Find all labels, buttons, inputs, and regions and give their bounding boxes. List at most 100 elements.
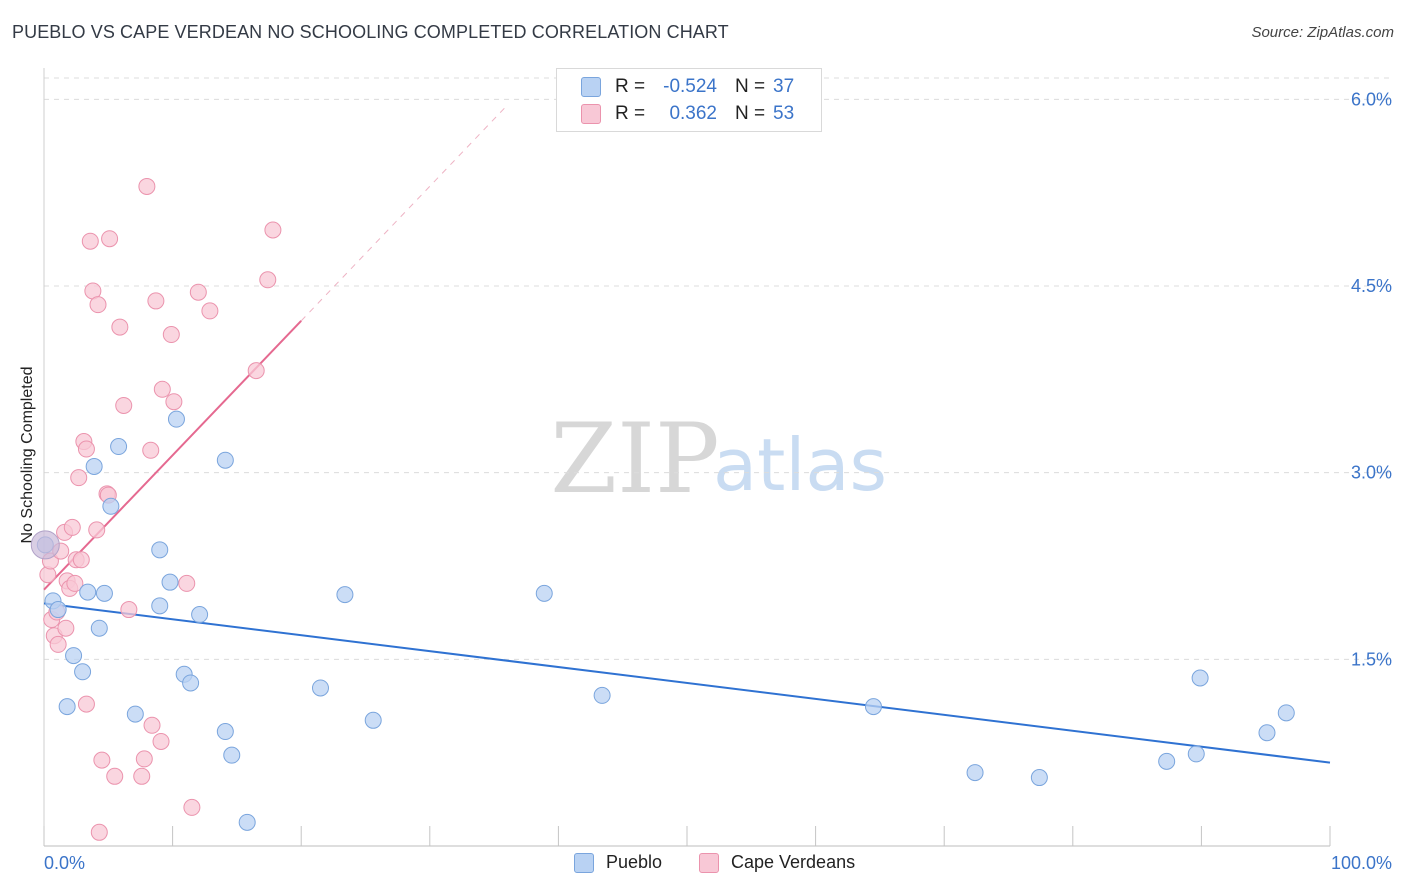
- legend-row-cape-verdeans: R = 0.362 N = 53: [581, 103, 794, 125]
- legend-row-pueblo: R = -0.524 N = 37: [581, 76, 794, 98]
- legend-swatch-pueblo: [581, 77, 601, 97]
- overlap-point: [30, 530, 60, 560]
- bottom-legend-swatch-cape-verdeans: [699, 852, 719, 873]
- legend-n-label: N =: [735, 76, 766, 97]
- pueblo-point: [1158, 752, 1176, 770]
- pueblo-point: [1258, 724, 1276, 742]
- pueblo-point: [49, 601, 67, 619]
- legend-r-value: -0.524: [663, 76, 717, 97]
- tick-labels: 1.5% 3.0% 4.5% 6.0% 0.0% 100.0%: [44, 89, 1392, 873]
- y-tick-label: 3.0%: [1351, 463, 1392, 483]
- stats-legend: R = -0.524 N = 37 R = 0.362 N = 53: [556, 68, 822, 132]
- y-tick-label: 4.5%: [1351, 276, 1392, 296]
- pueblo-point: [864, 698, 882, 716]
- cape-verdeans-point: [162, 326, 180, 344]
- legend-r-label: R =: [615, 103, 646, 124]
- pueblo-point: [74, 663, 92, 681]
- cape-verdeans-point: [66, 574, 84, 592]
- cape-verdeans-point: [153, 380, 171, 398]
- cape-verdeans-point: [115, 396, 133, 414]
- watermark: ZIP atlas: [550, 403, 887, 515]
- cape-verdeans-point: [133, 767, 151, 785]
- pueblo-point: [336, 586, 354, 604]
- grid: [44, 77, 1392, 660]
- cape-verdeans-point: [183, 798, 201, 816]
- y-tick-label: 1.5%: [1351, 649, 1392, 669]
- cape-verdeans-trend-extension: [300, 105, 508, 322]
- x-tick-label-min: 0.0%: [44, 853, 85, 873]
- cape-verdeans-point: [77, 695, 95, 713]
- bottom-legend-label: Cape Verdeans: [731, 852, 856, 872]
- cape-verdeans-point: [88, 521, 106, 539]
- cape-verdeans-point: [90, 823, 108, 841]
- cape-verdeans-point: [72, 551, 90, 569]
- cape-verdeans-point: [120, 601, 138, 619]
- cape-verdeans-point: [201, 302, 219, 320]
- bottom-legend-cape-verdeans: Cape Verdeans: [699, 852, 855, 873]
- cape-verdeans-point: [178, 574, 196, 592]
- cape-verdeans-point: [77, 440, 95, 458]
- pueblo-point: [79, 583, 97, 601]
- pueblo-point: [1030, 769, 1048, 787]
- x-tick-label-max: 100.0%: [1331, 853, 1392, 873]
- legend-n-value: 37: [773, 76, 795, 97]
- pueblo-point: [223, 746, 241, 764]
- pueblo-point: [364, 711, 382, 729]
- chart-title: PUEBLO VS CAPE VERDEAN NO SCHOOLING COMP…: [12, 22, 729, 42]
- axes: [43, 68, 1331, 847]
- cape-verdeans-point: [189, 283, 207, 301]
- pueblo-point: [167, 410, 185, 428]
- cape-verdeans-point: [49, 635, 67, 653]
- cape-verdeans-point: [259, 271, 277, 289]
- pueblo-point: [126, 705, 144, 723]
- cape-verdeans-point: [93, 751, 111, 769]
- pueblo-point: [90, 619, 108, 637]
- pueblo-point: [161, 573, 179, 591]
- pueblo-point: [151, 597, 169, 615]
- pueblo-point: [535, 584, 553, 602]
- cape-verdeans-point: [57, 619, 75, 637]
- cape-verdeans-point: [142, 441, 160, 459]
- pueblo-point: [95, 584, 113, 602]
- pueblo-point: [182, 674, 200, 692]
- pueblo-point: [1187, 745, 1205, 763]
- pueblo-point: [58, 698, 76, 716]
- pueblo-point: [102, 497, 120, 515]
- watermark-zip: ZIP: [550, 403, 719, 515]
- pueblo-point: [311, 679, 329, 697]
- cape-verdeans-point: [63, 518, 81, 536]
- legend-r-value: 0.362: [669, 103, 717, 124]
- source-label: Source: ZipAtlas.com: [1251, 24, 1394, 41]
- bottom-legend-swatch-pueblo: [574, 852, 594, 873]
- legend-swatch-cape-verdeans: [581, 104, 601, 124]
- pueblo-point: [85, 457, 103, 475]
- cape-verdeans-point: [138, 177, 156, 195]
- pueblo-point: [191, 606, 209, 624]
- cape-verdeans-point: [152, 732, 170, 750]
- legend-r-label: R =: [615, 76, 646, 97]
- cape-verdeans-point: [143, 716, 161, 734]
- cape-verdeans-point: [264, 221, 282, 239]
- pueblo-point: [65, 647, 83, 665]
- legend-n-label: N =: [735, 103, 766, 124]
- legend-n-value: 53: [773, 103, 795, 124]
- cape-verdeans-point: [106, 767, 124, 785]
- bottom-legend: Pueblo Cape Verdeans: [0, 852, 1406, 876]
- pueblo-point: [1191, 669, 1209, 687]
- pueblo-point: [110, 438, 128, 456]
- y-tick-label: 6.0%: [1351, 89, 1392, 109]
- pueblo-point: [238, 813, 256, 831]
- cape-verdeans-point: [135, 750, 153, 768]
- cape-verdeans-point: [111, 318, 129, 336]
- cape-verdeans-point: [89, 296, 107, 314]
- cape-verdeans-point: [165, 393, 183, 411]
- pueblo-point: [216, 723, 234, 741]
- cape-verdeans-point: [101, 230, 119, 248]
- pueblo-point: [216, 451, 234, 469]
- cape-verdeans-point: [147, 292, 165, 310]
- pueblo-trend-line: [43, 602, 1331, 764]
- pueblo-point: [966, 764, 984, 782]
- bottom-legend-pueblo: Pueblo: [574, 852, 662, 873]
- bottom-legend-label: Pueblo: [606, 852, 663, 872]
